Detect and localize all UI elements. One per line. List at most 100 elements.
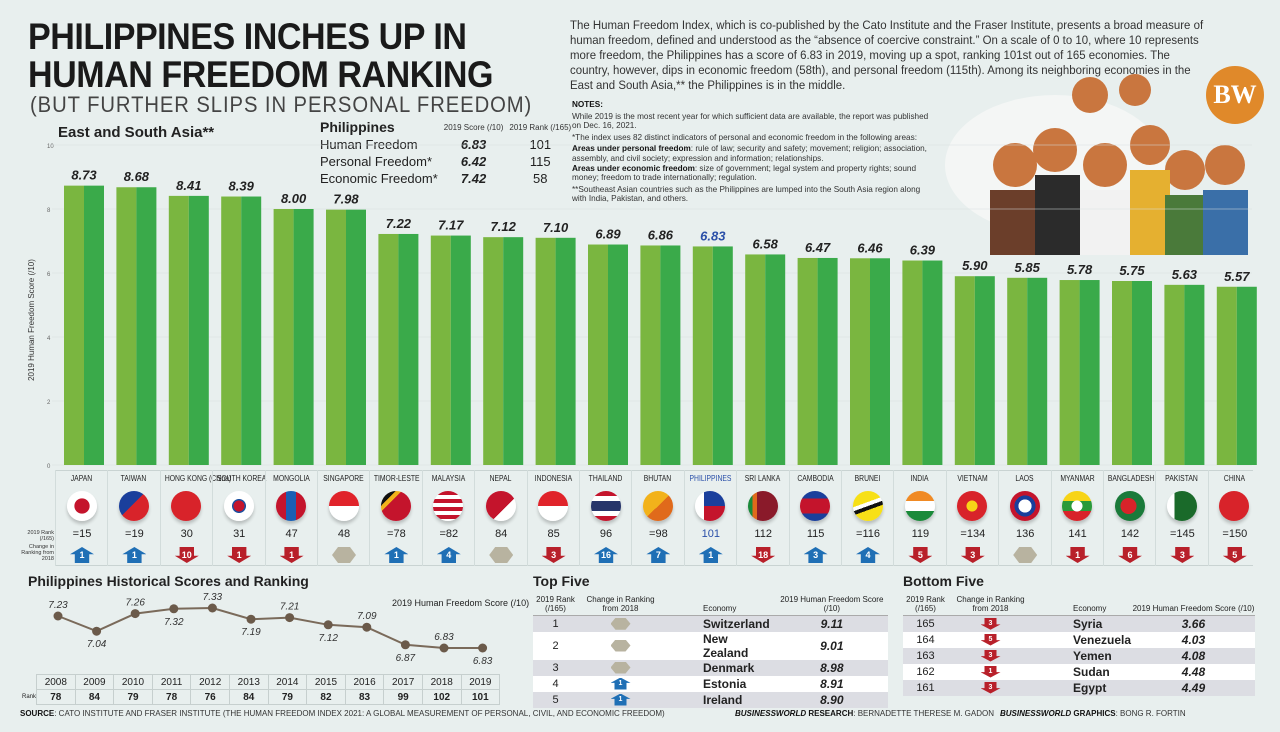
bar	[974, 276, 995, 465]
column-header: Change in Ranking from 2018	[578, 593, 663, 616]
country-rank: 84	[495, 528, 508, 540]
bar-left	[378, 233, 399, 465]
score-cell: 9.01	[775, 631, 888, 660]
rank-cell: 102	[421, 689, 462, 705]
bar-value-label: 8.39	[229, 179, 255, 194]
economy-cell: Egypt	[1033, 679, 1132, 696]
column-header: 2019 Human Freedom Score (/10)	[1131, 593, 1255, 616]
history-value-label: 7.04	[87, 639, 107, 650]
bar-left	[168, 195, 189, 465]
change-value: 16	[600, 550, 611, 560]
year-cell: 2018	[421, 674, 462, 690]
change-down-arrow-icon: 1	[1065, 547, 1090, 563]
box-score: 6.83	[460, 137, 487, 152]
pakistan-flag-icon	[1166, 491, 1197, 521]
history-value-label: 7.32	[164, 617, 184, 628]
country-column: CAMBODIA 115 3	[788, 470, 841, 566]
bar	[398, 233, 419, 465]
table-row: 164 5 Venezuela 4.03	[903, 631, 1255, 648]
country-column: THAILAND 96 16	[579, 470, 631, 566]
change-value: 5	[917, 550, 923, 560]
change-value: 1	[236, 550, 242, 560]
column-header: Economy	[663, 593, 776, 616]
bar-value-label: 5.57	[1224, 269, 1250, 284]
bar	[870, 258, 890, 465]
bar-left	[640, 245, 661, 465]
change-up-arrow-icon: 4	[856, 547, 880, 563]
economy-cell: Syria	[1033, 615, 1132, 632]
bottom-five-title: Bottom Five	[903, 573, 984, 589]
bw-label: BUSINESSWORLD	[1000, 709, 1072, 718]
hong-kong-flag-icon	[171, 491, 202, 521]
country-strip	[55, 470, 1253, 566]
rank-cell: 161	[903, 679, 948, 696]
country-name: THAILAND	[588, 474, 623, 483]
history-point	[478, 643, 488, 653]
box-title: Philippines	[320, 119, 395, 135]
change-up-arrow-icon: 1	[610, 693, 631, 706]
change-cell: 1	[578, 691, 663, 708]
vietnam-flag-icon	[957, 491, 988, 521]
change-value: 3	[551, 550, 557, 560]
history-table: 2008 2009 2010 2011 2012 2013 2014 2015 2016 2017…	[22, 674, 501, 705]
history-series-label: 2019 Human Freedom Score (/10)	[392, 598, 530, 608]
bar-left	[535, 237, 556, 465]
box-label: Economic Freedom*	[320, 171, 438, 186]
change-cell: 3	[948, 615, 1033, 632]
change-down-arrow-icon: 3	[980, 681, 1001, 694]
box-label: Human Freedom	[320, 137, 418, 152]
country-name: MYANMAR	[1059, 474, 1095, 483]
country-column: JAPAN =15 1	[55, 470, 107, 566]
change-up-arrow-icon: 1	[122, 547, 147, 563]
column-header: Economy	[1033, 593, 1132, 616]
rank-cell: 162	[903, 663, 948, 680]
rank-cell: 78	[36, 689, 76, 705]
change-cell: 3	[948, 679, 1033, 696]
country-rank: =98	[649, 528, 668, 540]
thailand-flag-icon	[590, 491, 621, 521]
bar-value-label: 6.58	[753, 236, 779, 251]
history-point	[285, 613, 295, 623]
graphics-label: GRAPHICS	[1071, 709, 1116, 718]
businessworld-logo: BW	[1206, 66, 1264, 124]
change-value: 3	[813, 550, 819, 560]
bar-chart: 2019 Human Freedom Score (/10) 0 2 4 6 8 10 8.7…	[27, 144, 1257, 470]
bar	[1184, 284, 1205, 465]
change-down-arrow-icon: 1	[227, 547, 252, 563]
y-tick-label: 4	[47, 336, 51, 342]
bar	[136, 187, 157, 465]
history-title: Philippines Historical Scores and Rankin…	[28, 573, 309, 589]
country-name: PAKISTAN	[1165, 474, 1199, 483]
notes: NOTES: While 2019 is the most recent yea…	[572, 100, 932, 206]
change-same-arrow-icon	[610, 617, 631, 630]
country-rank: 112	[754, 528, 772, 540]
history-value-label: 7.09	[357, 611, 377, 622]
table-row: 165 3 Syria 3.66	[903, 615, 1255, 632]
bar-left	[1059, 280, 1080, 465]
box-label: Personal Freedom*	[320, 154, 432, 169]
country-rank: =145	[1170, 528, 1195, 540]
column-header: 2019 Human Freedom Score (/10)	[775, 593, 888, 616]
table-header: 2019 Rank (/165) Change in Ranking from 2…	[533, 593, 888, 616]
change-cell: 3	[948, 647, 1033, 664]
change-same-arrow-icon	[489, 547, 514, 563]
table-row: 162 1 Sudan 4.48	[903, 663, 1255, 680]
source-line: SOURCE: CATO INSTITUTE AND FRASER INSTIT…	[20, 709, 665, 718]
bar	[84, 185, 104, 465]
rank-cell: 2	[533, 631, 578, 660]
philippines-scores-box: Philippines 2019 Score (/10) 2019 Rank (/1…	[318, 118, 577, 188]
year-cell: 2013	[228, 674, 269, 690]
rank-cell: 79	[267, 689, 308, 705]
country-rank: 101	[701, 528, 720, 540]
change-down-arrow-icon: 6	[1118, 547, 1142, 563]
history-point	[362, 622, 372, 632]
bar-value-label: 7.10	[543, 220, 569, 235]
history-point	[207, 603, 217, 613]
change-value: 5	[1232, 550, 1238, 560]
country-name: NEPAL	[489, 474, 512, 483]
bar-left	[588, 244, 608, 465]
change-value: 3	[1179, 550, 1185, 560]
score-cell: 4.48	[1131, 663, 1255, 680]
bar-left	[430, 235, 451, 465]
research-text: : BERNADETTE THERESE M. GADON	[853, 709, 995, 718]
